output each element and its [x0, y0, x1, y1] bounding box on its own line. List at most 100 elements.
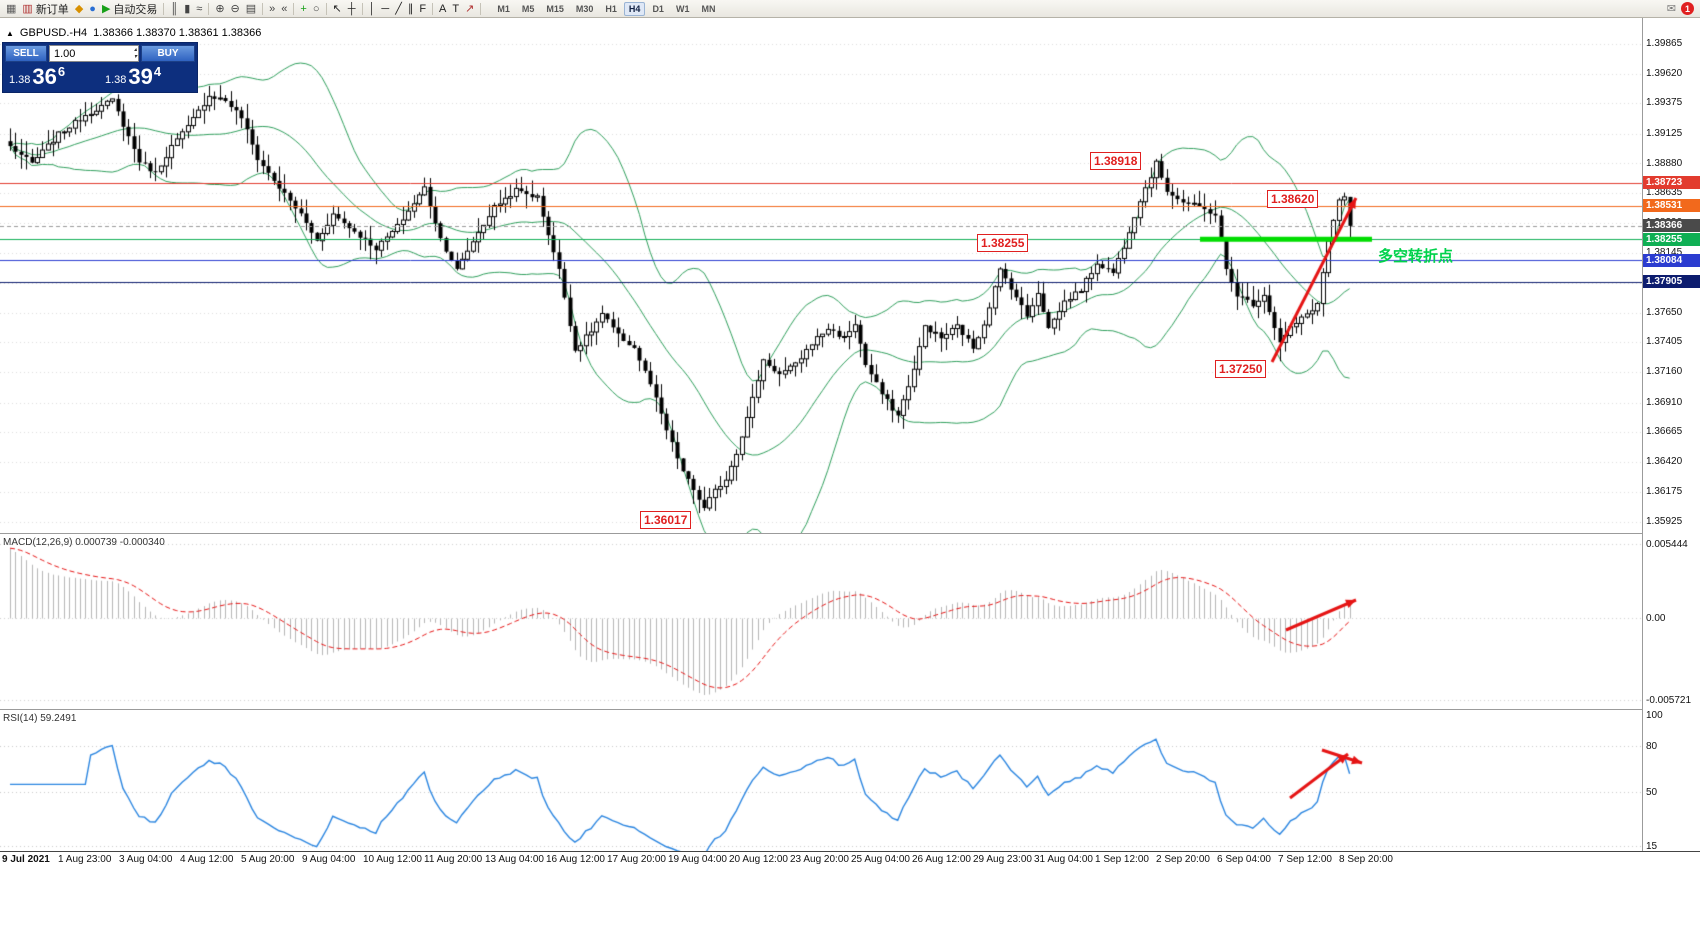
time-label: 9 Jul 2021 [2, 854, 50, 865]
price-axis[interactable]: 1.39865 1.39620 1.39375 1.39125 1.38880 1.386… [1643, 18, 1700, 852]
market-watch-icon-glyph: ● [89, 2, 96, 15]
cursor-icon-glyph: ↖ [332, 2, 342, 15]
buy-price[interactable]: 1.38 39 4 [101, 64, 195, 90]
zoom-out-icon-glyph: ⊖ [230, 2, 240, 15]
toolbar-items: ▦ ▥ 新订单 ◆ ● ▶ 自动交易 ║ ▮ ≈ ⊕ ⊖ ▤ » « + ○ ↖ ┼ │ ─ ╱ ∥ F A T ↗ [3, 1, 484, 17]
vertical-line-icon-glyph: │ [368, 2, 376, 15]
rsi-panel-canvas[interactable] [0, 710, 1642, 851]
price-chart-canvas[interactable] [0, 18, 1642, 533]
objects-icon[interactable]: ○ [310, 1, 323, 17]
price-callout[interactable]: 1.37250 [1215, 360, 1267, 378]
sell-button[interactable]: SELL [5, 45, 47, 62]
time-label: 8 Sep 20:00 [1339, 854, 1393, 865]
timeframe-d1[interactable]: D1 [652, 3, 664, 14]
price-tag: 1.38531 [1643, 199, 1700, 213]
price-tick: 1.37160 [1646, 366, 1683, 378]
crosshair-icon[interactable]: ┼ [345, 1, 359, 17]
timeframe-m30[interactable]: M30 [575, 3, 594, 14]
panel-separator[interactable] [0, 533, 1700, 534]
mailbox-icon[interactable]: ✉ [1666, 3, 1676, 15]
time-label: 10 Aug 12:00 [363, 854, 422, 865]
price-tick: 1.39620 [1646, 67, 1683, 79]
price-tick: 1.36420 [1646, 455, 1683, 467]
crosshair-icon-glyph: ┼ [347, 2, 356, 15]
auto-scroll-icon[interactable]: » [266, 1, 278, 17]
text-icon[interactable]: A [436, 1, 449, 17]
line-chart-icon[interactable]: ≈ [193, 1, 205, 17]
zoom-in-icon[interactable]: ⊕ [212, 1, 227, 17]
price-tag: 1.38084 [1643, 253, 1700, 267]
volume-input[interactable]: 1.00 ▴ ▾ [49, 45, 139, 62]
timeframe-h1[interactable]: H1 [605, 3, 617, 14]
timeframe-w1[interactable]: W1 [675, 3, 690, 14]
objects-icon-glyph: ○ [312, 2, 320, 15]
price-callout[interactable]: 1.38918 [1090, 152, 1142, 170]
macd-axis-label: 0.005444 [1646, 539, 1688, 550]
buy-button[interactable]: BUY [141, 45, 195, 62]
candles-chart-icon-glyph: ▮ [184, 2, 191, 15]
one-click-row: SELL 1.00 ▴ ▾ BUY [5, 45, 195, 62]
new-chart-icon[interactable]: ▦ [3, 1, 19, 17]
time-label: 11 Aug 20:00 [424, 854, 483, 865]
price-callout[interactable]: 1.38620 [1267, 190, 1319, 208]
candles-chart-icon[interactable]: ▮ [181, 1, 193, 17]
new-chart-icon-glyph: ▦ [6, 2, 17, 15]
turning-point-label[interactable]: 多空转折点 [1378, 248, 1454, 265]
cursor-icon[interactable]: ↖ [330, 1, 345, 17]
bars-chart-icon[interactable]: ║ [167, 1, 181, 17]
timeframe-m1[interactable]: M1 [497, 3, 510, 14]
timeframe-m5[interactable]: M5 [521, 3, 535, 14]
price-tick: 1.36665 [1646, 426, 1683, 438]
timeframe-m15[interactable]: M15 [546, 3, 564, 14]
market-watch-icon[interactable]: ● [86, 1, 99, 17]
sell-price-prefix: 1.38 [9, 74, 31, 86]
profiles-icon[interactable]: ◆ [72, 1, 86, 17]
auto-trading-button[interactable]: ▶ 自动交易 [99, 1, 160, 17]
toolbar-separator [208, 2, 210, 15]
macd-panel-canvas[interactable] [0, 534, 1642, 709]
auto-scroll-icon-glyph: » [269, 2, 276, 15]
price-tick: 1.38145 [1646, 246, 1683, 258]
price-tag: 1.38255 [1643, 232, 1700, 246]
new-order-button[interactable]: ▥ 新订单 [19, 1, 71, 17]
rsi-axis-label: 100 [1646, 709, 1663, 721]
text-label-icon[interactable]: T [449, 1, 462, 17]
time-label: 23 Aug 20:00 [790, 854, 849, 865]
timeframe-mn[interactable]: MN [701, 3, 716, 14]
toolbar-separator [163, 2, 165, 15]
chart-symbol-period: GBPUSD.-H4 [19, 27, 88, 39]
sell-price-big: 36 [32, 64, 57, 89]
time-axis[interactable]: 9 Jul 2021 1 Aug 23:00 3 Aug 04:00 4 Aug 12… [0, 854, 1642, 870]
indicators-icon-glyph: + [300, 2, 307, 15]
timeframe-h4[interactable]: H4 [623, 1, 646, 16]
panel-separator[interactable] [0, 709, 1700, 710]
volume-spinner[interactable]: ▴ ▾ [134, 47, 137, 61]
price-callout[interactable]: 1.38255 [977, 234, 1029, 252]
notification-badge[interactable]: 1 [1681, 2, 1694, 15]
trendline-icon[interactable]: ╱ [392, 1, 405, 17]
time-label: 7 Sep 12:00 [1278, 854, 1332, 865]
spinner-up-icon[interactable]: ▴ [133, 47, 137, 53]
arrow-object-icon[interactable]: ↗ [462, 1, 477, 17]
macd-indicator-header: MACD(12,26,9) 0.000739 -0.000340 [3, 537, 165, 548]
chart-area[interactable]: 1.39865 1.39620 1.39375 1.39125 1.38880 1.386… [0, 18, 1700, 941]
channel-icon-glyph: ∥ [407, 2, 414, 15]
price-callout[interactable]: 1.36017 [640, 511, 692, 529]
time-label: 29 Aug 23:00 [973, 854, 1032, 865]
vertical-line-icon[interactable]: │ [366, 1, 379, 17]
indicators-icon[interactable]: + [297, 1, 309, 17]
sell-price[interactable]: 1.38 36 6 [5, 64, 99, 90]
price-tick: 1.35925 [1646, 516, 1683, 527]
channel-icon[interactable]: ∥ [405, 1, 417, 17]
toolbar-separator [432, 2, 434, 15]
profiles-icon-glyph: ◆ [74, 2, 84, 15]
timeframe-buttons: M1 M5 M15 M30 H1 H4 D1 W1 MN [492, 1, 720, 16]
sell-price-sup: 6 [57, 64, 66, 79]
tile-windows-icon[interactable]: ▤ [243, 1, 259, 17]
zoom-out-icon[interactable]: ⊖ [228, 1, 243, 17]
chart-shift-icon[interactable]: « [278, 1, 290, 17]
spinner-down-icon[interactable]: ▾ [133, 54, 137, 60]
fibonacci-icon[interactable]: F [416, 1, 429, 17]
chart-shift-icon-glyph: « [281, 2, 288, 15]
horizontal-line-icon[interactable]: ─ [378, 1, 392, 17]
